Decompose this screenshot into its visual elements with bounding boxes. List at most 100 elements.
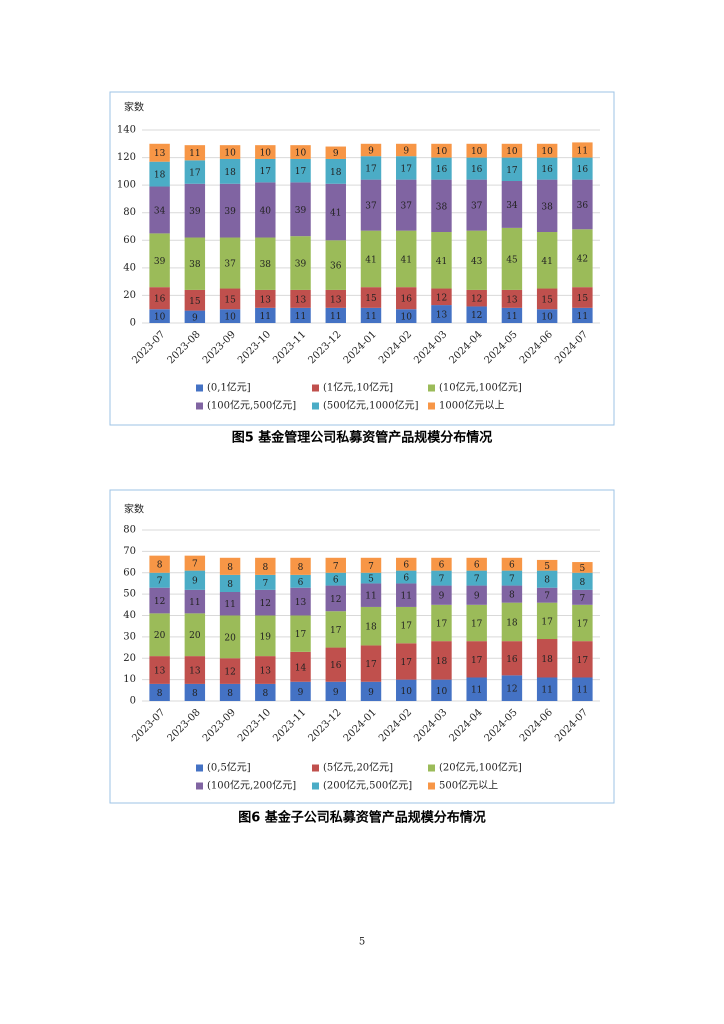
bar-segment <box>572 307 593 323</box>
value-label: 5 <box>368 575 374 585</box>
value-label: 13 <box>189 667 201 677</box>
bar-segment <box>360 287 382 308</box>
value-label: 41 <box>541 257 552 267</box>
value-label: 18 <box>436 657 448 667</box>
value-label: 18 <box>224 168 236 178</box>
bar-segment <box>184 683 206 701</box>
bar-segment <box>396 143 417 157</box>
x-tick-label: 2024-02 <box>377 707 414 744</box>
bar-segment <box>184 555 206 571</box>
value-label: 9 <box>192 313 198 323</box>
bar-segment <box>396 287 417 310</box>
bar-segment <box>184 145 206 161</box>
x-tick-label: 2024-01 <box>342 707 379 744</box>
value-label: 20 <box>224 633 236 643</box>
bar-segment <box>501 143 523 158</box>
legend-label: (100亿元,500亿元] <box>207 399 296 412</box>
value-label: 17 <box>436 619 448 629</box>
x-tick-label: 2024-05 <box>483 707 520 744</box>
value-label: 10 <box>401 313 413 323</box>
x-tick-label: 2023-10 <box>236 707 273 744</box>
bar-segment <box>536 587 558 603</box>
bar-segment <box>396 679 417 701</box>
value-label: 13 <box>436 311 448 321</box>
bar-segment <box>290 182 311 237</box>
bar-segment <box>431 604 452 642</box>
y-tick-label: 120 <box>117 152 136 163</box>
bar-segment <box>466 230 487 290</box>
bar-segment <box>149 233 170 288</box>
bar-segment <box>396 230 417 288</box>
bar-segment <box>501 181 523 228</box>
value-label: 17 <box>295 630 307 640</box>
bar-segment <box>149 613 170 657</box>
bar-segment <box>431 570 452 586</box>
legend-label: (0,5亿元] <box>207 761 251 774</box>
bar-segment <box>572 589 593 605</box>
bar-segment <box>255 683 276 701</box>
bar-segment <box>396 570 417 584</box>
bar-segment <box>184 589 206 614</box>
value-label: 34 <box>506 201 518 211</box>
bar-segment <box>466 677 487 701</box>
bar-segment <box>255 145 276 159</box>
bar-segment <box>501 307 523 323</box>
value-label: 20 <box>154 631 166 641</box>
y-tick-label: 60 <box>123 235 136 246</box>
value-label: 10 <box>224 149 236 159</box>
bar-segment <box>219 158 241 184</box>
value-label: 41 <box>401 255 412 265</box>
x-tick-label: 2024-02 <box>377 329 414 366</box>
bar-segment <box>219 288 241 310</box>
x-tick-label: 2023-09 <box>201 707 238 744</box>
caption: 图6 基金子公司私募资管产品规模分布情况 <box>238 810 486 826</box>
value-label: 12 <box>436 293 447 303</box>
value-label: 40 <box>260 206 272 216</box>
bar-segment <box>466 306 487 323</box>
bar-segment <box>431 305 452 323</box>
bar-segment <box>501 557 523 571</box>
value-label: 10 <box>154 313 166 323</box>
value-label: 39 <box>189 207 201 217</box>
legend-label: (500亿元,1000亿元] <box>323 399 419 412</box>
bar-segment <box>466 289 487 307</box>
value-label: 17 <box>506 166 518 176</box>
value-label: 15 <box>541 295 553 305</box>
value-label: 8 <box>227 563 233 573</box>
legend-label: (200亿元,500亿元] <box>323 779 412 792</box>
value-label: 6 <box>298 578 304 588</box>
value-label: 13 <box>260 295 272 305</box>
bar-segment <box>536 602 558 640</box>
value-label: 13 <box>260 667 272 677</box>
page-number: 5 <box>359 937 365 948</box>
value-label: 17 <box>471 619 483 629</box>
value-label: 5 <box>544 562 550 572</box>
value-label: 16 <box>471 165 483 175</box>
bar-segment <box>360 143 382 157</box>
legend-label: (1亿元,10亿元] <box>323 381 393 394</box>
value-label: 17 <box>401 164 413 174</box>
value-label: 16 <box>154 295 166 305</box>
value-label: 9 <box>403 146 409 156</box>
bar-segment <box>290 574 311 588</box>
value-label: 8 <box>544 576 550 586</box>
value-label: 10 <box>436 687 448 697</box>
bar-segment <box>466 585 487 605</box>
bar-segment <box>431 143 452 158</box>
value-label: 38 <box>260 260 272 270</box>
bar-segment <box>219 557 241 575</box>
bar-segment <box>396 583 417 607</box>
value-label: 18 <box>541 655 553 665</box>
bar-segment <box>501 157 523 182</box>
bar-segment <box>572 562 593 573</box>
value-label: 17 <box>577 619 589 629</box>
value-label: 17 <box>365 164 377 174</box>
bar-segment <box>536 570 558 588</box>
bar-segment <box>536 157 558 180</box>
bar-segment <box>431 557 452 571</box>
bar-segment <box>536 179 558 233</box>
bar-segment <box>219 683 241 701</box>
bar-segment <box>466 570 487 586</box>
bar-segment <box>536 559 558 571</box>
